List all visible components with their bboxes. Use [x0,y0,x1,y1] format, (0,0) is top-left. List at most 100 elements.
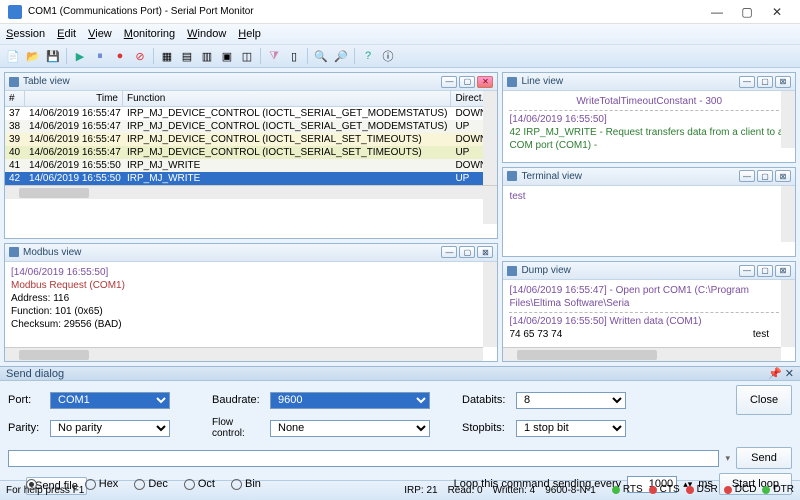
modbus-icon [9,247,19,257]
terminal-content: test [503,186,795,207]
menu-session[interactable]: Session [6,28,45,40]
line-vscroll[interactable] [781,91,795,148]
dump-header[interactable]: Dump view ― ▢ ⊠ [503,262,795,280]
pane-max-button[interactable]: ▢ [757,170,773,182]
pane-close-button[interactable]: ⊠ [775,170,791,182]
port-select[interactable]: COM1 [50,392,170,409]
parity-select[interactable]: No parity [50,420,170,437]
led-dtr: DTR [762,484,794,495]
terminal-header[interactable]: Terminal view ― ▢ ⊠ [503,168,795,186]
pane-close-button[interactable]: ✕ [477,76,493,88]
pane-min-button[interactable]: ― [739,170,755,182]
findnext-icon[interactable]: 🔎 [332,47,350,65]
table-row[interactable]: 3814/06/2019 16:55:47IRP_MJ_DEVICE_CONTR… [5,120,497,133]
view3-icon[interactable]: ▥ [198,47,216,65]
workspace: Table view ― ▢ ✕ # Time Function Direct.… [0,68,800,366]
filter-icon[interactable]: ⧩ [265,47,283,65]
status-read: Read: 0 [448,485,483,496]
table-hscroll[interactable] [5,185,497,199]
table-columns[interactable]: # Time Function Direct... [5,91,497,107]
pane-max-button[interactable]: ▢ [757,76,773,88]
stopbits-select[interactable]: 1 stop bit [516,420,626,437]
table-row[interactable]: 4014/06/2019 16:55:47IRP_MJ_DEVICE_CONTR… [5,146,497,159]
find-icon[interactable]: 🔍 [312,47,330,65]
stop-icon[interactable]: ⊘ [131,47,149,65]
pane-close-button[interactable]: ⊠ [775,265,791,277]
modbus-vscroll[interactable] [483,262,497,348]
led-cts: CTS [649,484,680,495]
table-row[interactable]: 3714/06/2019 16:55:47IRP_MJ_DEVICE_CONTR… [5,107,497,120]
about-icon[interactable]: ⓘ [379,47,397,65]
minimize-button[interactable]: ― [702,1,732,23]
table-view-pane: Table view ― ▢ ✕ # Time Function Direct.… [4,72,498,239]
table-row[interactable]: 4114/06/2019 16:55:50IRP_MJ_WRITEDOWN [5,159,497,172]
pane-max-button[interactable]: ▢ [757,265,773,277]
table-row[interactable]: 4214/06/2019 16:55:50IRP_MJ_WRITEUP [5,172,497,185]
terminal-vscroll[interactable] [781,186,795,243]
status-config: 9600-8-N-1 [545,485,596,496]
status-irp: IRP: 21 [404,485,437,496]
pane-close-button[interactable]: ⊠ [477,246,493,258]
led-dsr: DSR [686,484,718,495]
maximize-button[interactable]: ▢ [732,1,762,23]
pause-icon[interactable]: ⏸ [91,47,109,65]
menu-window[interactable]: Window [187,28,226,40]
menu-view[interactable]: View [88,28,112,40]
flow-label: Flow control: [212,417,264,439]
table-title: Table view [23,76,70,87]
flow-select[interactable]: None [270,420,430,437]
play-icon[interactable]: ▶ [71,47,89,65]
modbus-title: Modbus view [23,247,81,258]
terminal-title: Terminal view [521,171,582,182]
led-rts: RTS [612,484,643,495]
pane-min-button[interactable]: ― [441,76,457,88]
pane-min-button[interactable]: ― [441,246,457,258]
table-body: # Time Function Direct... 3714/06/2019 1… [5,91,497,238]
dump-view-pane: Dump view ― ▢ ⊠ [14/06/2019 16:55:47] - … [502,261,796,362]
record-icon[interactable]: ● [111,47,129,65]
modbus-view-pane: Modbus view ― ▢ ⊠ [14/06/2019 16:55:50] … [4,243,498,363]
dump-hscroll[interactable] [503,347,781,361]
close-button[interactable]: Close [736,385,792,415]
view2-icon[interactable]: ▤ [178,47,196,65]
command-input[interactable] [8,450,719,467]
send-dialog: Send dialog 📌 ✕ Port: COM1 Baudrate: 960… [0,366,800,480]
pane-min-button[interactable]: ― [739,265,755,277]
table-vscroll[interactable] [483,91,497,224]
pane-min-button[interactable]: ― [739,76,755,88]
titlebar: COM1 (Communications Port) - Serial Port… [0,0,800,24]
dump-vscroll[interactable] [781,280,795,347]
send-button[interactable]: Send [736,447,792,469]
pane-close-button[interactable]: ⊠ [775,76,791,88]
terminal-icon [507,171,517,181]
baud-select[interactable]: 9600 [270,392,430,409]
save-icon[interactable]: 💾 [44,47,62,65]
pane-max-button[interactable]: ▢ [459,76,475,88]
led-dcd: DCD [724,484,757,495]
menu-edit[interactable]: Edit [57,28,76,40]
view4-icon[interactable]: ▣ [218,47,236,65]
menu-help[interactable]: Help [238,28,261,40]
modbus-header[interactable]: Modbus view ― ▢ ⊠ [5,244,497,262]
view1-icon[interactable]: ▦ [158,47,176,65]
close-button[interactable]: ✕ [762,1,792,23]
dump-icon [507,266,517,276]
line-icon [507,77,517,87]
help-icon[interactable]: ? [359,47,377,65]
stopbits-label: Stopbits: [462,422,510,434]
clear-icon[interactable]: ▯ [285,47,303,65]
table-view-header[interactable]: Table view ― ▢ ✕ [5,73,497,91]
view5-icon[interactable]: ◫ [238,47,256,65]
pane-max-button[interactable]: ▢ [459,246,475,258]
pin-icon[interactable]: 📌 ✕ [768,367,794,380]
send-dialog-header[interactable]: Send dialog 📌 ✕ [0,367,800,381]
line-header[interactable]: Line view ― ▢ ⊠ [503,73,795,91]
open-icon[interactable]: 📂 [24,47,42,65]
table-row[interactable]: 3914/06/2019 16:55:47IRP_MJ_DEVICE_CONTR… [5,133,497,146]
modbus-hscroll[interactable] [5,347,483,361]
menu-monitoring[interactable]: Monitoring [124,28,175,40]
new-session-icon[interactable]: 📄 [4,47,22,65]
databits-select[interactable]: 8 [516,392,626,409]
port-label: Port: [8,394,44,406]
status-written: Written: 4 [493,485,536,496]
